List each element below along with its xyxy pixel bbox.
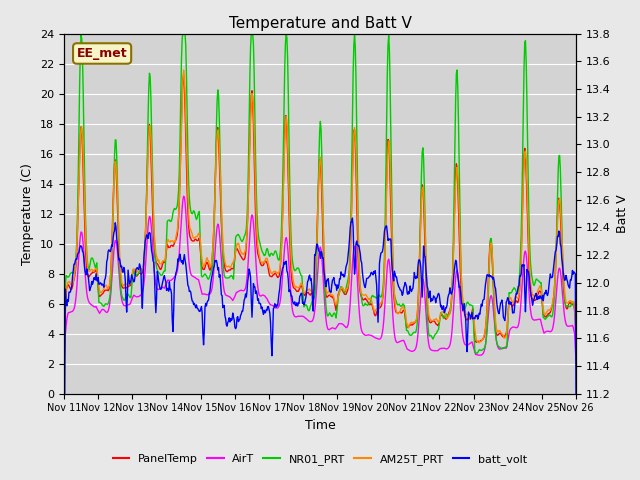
Title: Temperature and Batt V: Temperature and Batt V (228, 16, 412, 31)
Line: batt_volt: batt_volt (64, 218, 576, 394)
PanelTemp (174, 226, 182, 231)
NR01_PRT (473, 350, 481, 356)
AM25T_PRT (397, 306, 405, 312)
AM25T_PRT (174, 221, 182, 227)
AM25T_PRT (202, 259, 209, 265)
X-axis label: Time: Time (305, 419, 335, 432)
Y-axis label: Batt V: Batt V (616, 194, 629, 233)
AM25T_PRT (69, 279, 77, 285)
PanelTemp (202, 262, 209, 267)
AirT (202, 291, 209, 297)
AirT (174, 264, 182, 270)
AirT (383, 273, 390, 279)
PanelTemp (383, 178, 390, 184)
NR01_PRT (202, 272, 209, 277)
AM25T_PRT (122, 282, 130, 288)
Line: PanelTemp: PanelTemp (64, 75, 576, 349)
Line: AirT: AirT (64, 196, 576, 363)
AirT (572, 358, 580, 363)
AirT (122, 303, 130, 309)
batt_volt (572, 391, 580, 396)
AirT (397, 338, 405, 344)
AirT (69, 307, 77, 313)
AM25T_PRT (572, 340, 580, 346)
PanelTemp (397, 310, 405, 316)
NR01_PRT (179, 31, 187, 36)
batt_volt (397, 288, 405, 294)
AirT (180, 193, 188, 199)
Text: EE_met: EE_met (77, 47, 127, 60)
AM25T_PRT (60, 361, 68, 367)
batt_volt (122, 295, 130, 300)
NR01_PRT (397, 303, 405, 309)
batt_volt (174, 256, 182, 262)
Line: NR01_PRT: NR01_PRT (64, 34, 576, 353)
Legend: PanelTemp, AirT, NR01_PRT, AM25T_PRT, batt_volt: PanelTemp, AirT, NR01_PRT, AM25T_PRT, ba… (108, 450, 532, 469)
batt_volt (60, 391, 68, 396)
AM25T_PRT (383, 191, 390, 196)
NR01_PRT (69, 270, 77, 276)
batt_volt (383, 223, 390, 228)
NR01_PRT (174, 196, 182, 202)
PanelTemp (180, 72, 188, 78)
PanelTemp (69, 279, 77, 285)
batt_volt (349, 215, 356, 221)
NR01_PRT (122, 293, 130, 299)
NR01_PRT (572, 336, 580, 342)
NR01_PRT (60, 340, 68, 346)
Y-axis label: Temperature (C): Temperature (C) (22, 163, 35, 264)
PanelTemp (572, 347, 580, 352)
AirT (60, 360, 68, 366)
NR01_PRT (383, 120, 390, 125)
PanelTemp (60, 345, 68, 351)
AM25T_PRT (180, 67, 188, 73)
batt_volt (69, 267, 77, 273)
PanelTemp (122, 285, 130, 291)
batt_volt (201, 304, 209, 310)
Line: AM25T_PRT: AM25T_PRT (64, 70, 576, 364)
